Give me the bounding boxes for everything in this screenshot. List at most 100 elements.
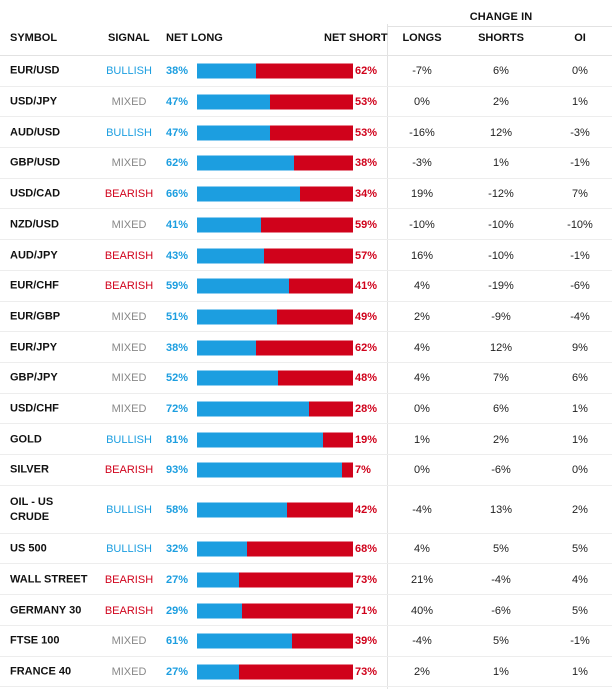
signal-label: BULLISH: [106, 543, 152, 556]
table-row[interactable]: GBP/USD MIXED 62% 38% -3% 1% -1%: [0, 148, 612, 179]
signal-label: BULLISH: [106, 503, 152, 516]
net-long-value: 38%: [166, 65, 189, 78]
net-short-value: 53%: [355, 126, 378, 139]
table-row[interactable]: US 500 BULLISH 32% 68% 4% 5% 5%: [0, 534, 612, 565]
symbol-link[interactable]: AUD/JPY: [10, 249, 58, 262]
net-long-value: 81%: [166, 433, 189, 446]
change-longs: 16%: [410, 249, 434, 262]
row-divider: [0, 532, 612, 534]
sentiment-bar: [197, 401, 353, 417]
change-oi: 2%: [572, 503, 588, 516]
net-long-value: 61%: [166, 635, 189, 648]
change-longs: 40%: [410, 604, 434, 617]
table-row[interactable]: EUR/USD BULLISH 38% 62% -7% 6% 0%: [0, 56, 612, 87]
symbol-link[interactable]: USD/CHF: [10, 402, 59, 415]
table-row[interactable]: EUR/JPY MIXED 38% 62% 4% 12% 9%: [0, 332, 612, 363]
net-long-value: 52%: [166, 372, 189, 385]
symbol-link[interactable]: SILVER: [10, 463, 49, 476]
net-long-fill: [197, 633, 293, 649]
change-oi: 1%: [572, 433, 588, 446]
signal-label: BULLISH: [106, 433, 152, 446]
symbol-link[interactable]: US 500: [10, 542, 47, 555]
row-divider: [0, 177, 612, 179]
table-row[interactable]: GOLD BULLISH 81% 19% 1% 2% 1%: [0, 424, 612, 456]
sentiment-bar: [197, 603, 353, 619]
table-row[interactable]: AUD/USD BULLISH 47% 53% -16% 12% -3%: [0, 117, 612, 149]
symbol-link[interactable]: GBP/USD: [10, 156, 61, 169]
symbol-link[interactable]: GOLD: [10, 433, 42, 446]
table-row[interactable]: OIL - US CRUDE BULLISH 58% 42% -4% 13% 2%: [0, 486, 612, 534]
table-row[interactable]: GERMANY 30 BEARISH 29% 71% 40% -6% 5%: [0, 595, 612, 626]
row-divider: [0, 208, 612, 210]
signal-label: MIXED: [111, 635, 147, 648]
table-row[interactable]: USD/CAD BEARISH 66% 34% 19% -12% 7%: [0, 179, 612, 210]
net-long-header: NET LONG: [166, 32, 223, 44]
sentiment-bar: [197, 370, 353, 386]
change-longs: 0%: [414, 96, 430, 109]
change-longs: 4%: [414, 280, 430, 293]
change-longs: -4%: [412, 503, 432, 516]
table-row[interactable]: NZD/USD MIXED 41% 59% -10% -10% -10%: [0, 210, 612, 241]
table-row[interactable]: SILVER BEARISH 93% 7% 0% -6% 0%: [0, 455, 612, 486]
signal-label: BULLISH: [106, 126, 152, 139]
symbol-link[interactable]: EUR/USD: [10, 64, 60, 77]
symbol-link[interactable]: GERMANY 30: [10, 604, 82, 617]
symbol-link[interactable]: NZD/USD: [10, 218, 59, 231]
net-short-value: 28%: [355, 403, 378, 416]
net-long-value: 38%: [166, 341, 189, 354]
sentiment-bar: [197, 502, 353, 518]
change-oi: -10%: [567, 218, 593, 231]
change-oi: 0%: [572, 65, 588, 78]
table-row[interactable]: USD/JPY MIXED 47% 53% 0% 2% 1%: [0, 87, 612, 118]
change-longs: 0%: [414, 464, 430, 477]
sentiment-bar: [197, 432, 353, 448]
net-short-value: 73%: [355, 665, 378, 678]
symbol-header: SYMBOL: [10, 32, 58, 44]
row-divider: [0, 484, 612, 486]
row-divider: [0, 116, 612, 118]
table-row[interactable]: USD/CHF MIXED 72% 28% 0% 6% 1%: [0, 394, 612, 425]
symbol-link[interactable]: AUD/USD: [10, 126, 61, 139]
change-oi: 6%: [572, 372, 588, 385]
symbol-link[interactable]: OIL - US CRUDE: [10, 495, 54, 523]
symbol-link[interactable]: USD/JPY: [10, 95, 58, 108]
table-row[interactable]: GBP/JPY MIXED 52% 48% 4% 7% 6%: [0, 363, 612, 394]
symbol-link[interactable]: EUR/JPY: [10, 341, 58, 354]
net-long-value: 32%: [166, 543, 189, 556]
net-long-value: 43%: [166, 249, 189, 262]
change-longs: -16%: [409, 126, 435, 139]
symbol-link[interactable]: USD/CAD: [10, 187, 61, 200]
row-divider: [0, 563, 612, 565]
table-row[interactable]: EUR/GBP MIXED 51% 49% 2% -9% -4%: [0, 302, 612, 333]
table-row[interactable]: FRANCE 40 MIXED 27% 73% 2% 1% 1%: [0, 657, 612, 688]
table-row[interactable]: WALL STREET BEARISH 27% 73% 21% -4% 4%: [0, 565, 612, 596]
net-long-value: 41%: [166, 218, 189, 231]
symbol-link[interactable]: EUR/CHF: [10, 279, 59, 292]
change-oi: 5%: [572, 543, 588, 556]
net-long-value: 47%: [166, 96, 189, 109]
symbol-link[interactable]: EUR/GBP: [10, 310, 61, 323]
change-in-divider: [387, 26, 612, 27]
symbol-link[interactable]: GBP/JPY: [10, 371, 58, 384]
symbol-link[interactable]: FTSE 100: [10, 634, 60, 647]
change-oi: 9%: [572, 341, 588, 354]
change-shorts: 5%: [493, 543, 509, 556]
sentiment-bar: [197, 94, 353, 110]
net-short-value: 42%: [355, 503, 378, 516]
table-row[interactable]: AUD/JPY BEARISH 43% 57% 16% -10% -1%: [0, 240, 612, 271]
sentiment-bar: [197, 340, 353, 356]
row-divider: [0, 300, 612, 302]
table-row[interactable]: EUR/CHF BEARISH 59% 41% 4% -19% -6%: [0, 271, 612, 302]
net-short-value: 73%: [355, 573, 378, 586]
change-in-header: CHANGE IN: [469, 11, 533, 23]
net-long-value: 93%: [166, 464, 189, 477]
net-short-value: 39%: [355, 635, 378, 648]
oi-header: OI: [574, 32, 586, 44]
net-long-fill: [197, 462, 343, 478]
table-row[interactable]: FTSE 100 MIXED 61% 39% -4% 5% -1%: [0, 626, 612, 657]
symbol-link[interactable]: WALL STREET: [10, 573, 88, 586]
symbol-link[interactable]: FRANCE 40: [10, 665, 72, 678]
change-shorts: -10%: [488, 218, 514, 231]
signal-label: BEARISH: [104, 188, 154, 201]
